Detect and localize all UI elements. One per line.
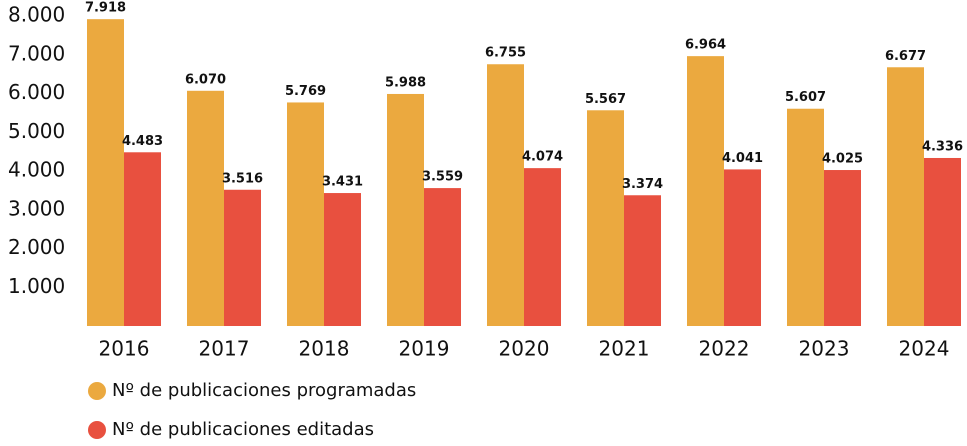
x-tick-label: 2023 bbox=[799, 337, 850, 361]
value-label: 6.677 bbox=[885, 49, 926, 64]
value-label: 6.964 bbox=[685, 38, 726, 53]
y-tick-label: 4.000 bbox=[8, 158, 65, 182]
value-label: 5.769 bbox=[285, 84, 326, 99]
value-label: 3.559 bbox=[422, 170, 463, 185]
value-label: 4.074 bbox=[522, 150, 563, 165]
bar bbox=[824, 170, 861, 326]
value-label: 5.607 bbox=[785, 90, 826, 105]
value-label: 6.070 bbox=[185, 72, 226, 87]
legend-marker bbox=[88, 382, 106, 400]
bar bbox=[287, 102, 324, 326]
bar bbox=[124, 152, 161, 326]
x-tick-label: 2017 bbox=[199, 337, 250, 361]
bar bbox=[724, 169, 761, 326]
y-tick-label: 6.000 bbox=[8, 80, 65, 104]
value-label: 5.567 bbox=[585, 92, 626, 107]
value-label: 4.041 bbox=[722, 151, 763, 166]
x-tick-label: 2022 bbox=[699, 337, 750, 361]
y-tick-label: 1.000 bbox=[8, 274, 65, 298]
x-tick-label: 2024 bbox=[899, 337, 950, 361]
value-label: 3.431 bbox=[322, 175, 363, 190]
value-label: 3.374 bbox=[622, 177, 663, 192]
y-tick-label: 2.000 bbox=[8, 235, 65, 259]
bar bbox=[787, 108, 824, 326]
y-tick-label: 7.000 bbox=[8, 41, 65, 65]
legend-label: Nº de publicaciones programadas bbox=[112, 380, 416, 401]
bar bbox=[187, 90, 224, 326]
value-label: 6.755 bbox=[485, 46, 526, 61]
bar bbox=[424, 188, 461, 326]
bar bbox=[524, 168, 561, 326]
y-tick-label: 5.000 bbox=[8, 119, 65, 143]
bar bbox=[587, 110, 624, 326]
x-tick-label: 2019 bbox=[399, 337, 450, 361]
x-tick-label: 2020 bbox=[499, 337, 550, 361]
bar bbox=[487, 64, 524, 327]
bar bbox=[924, 157, 961, 326]
value-label: 5.988 bbox=[385, 75, 426, 90]
bar bbox=[224, 189, 261, 326]
x-tick-label: 2021 bbox=[599, 337, 650, 361]
bar bbox=[324, 193, 361, 326]
value-label: 3.516 bbox=[222, 171, 263, 186]
value-label: 4.336 bbox=[922, 139, 963, 154]
x-tick-label: 2016 bbox=[99, 337, 150, 361]
bar bbox=[87, 19, 124, 327]
legend-marker bbox=[88, 421, 106, 439]
bar bbox=[687, 56, 724, 327]
bar bbox=[887, 67, 924, 327]
y-tick-label: 8.000 bbox=[8, 3, 65, 27]
value-label: 7.918 bbox=[85, 1, 126, 16]
bar bbox=[624, 195, 661, 326]
y-tick-label: 3.000 bbox=[8, 196, 65, 220]
x-tick-label: 2018 bbox=[299, 337, 350, 361]
value-label: 4.483 bbox=[122, 134, 163, 149]
bar bbox=[387, 93, 424, 326]
value-label: 4.025 bbox=[822, 152, 863, 167]
legend-label: Nº de publicaciones editadas bbox=[112, 419, 374, 440]
